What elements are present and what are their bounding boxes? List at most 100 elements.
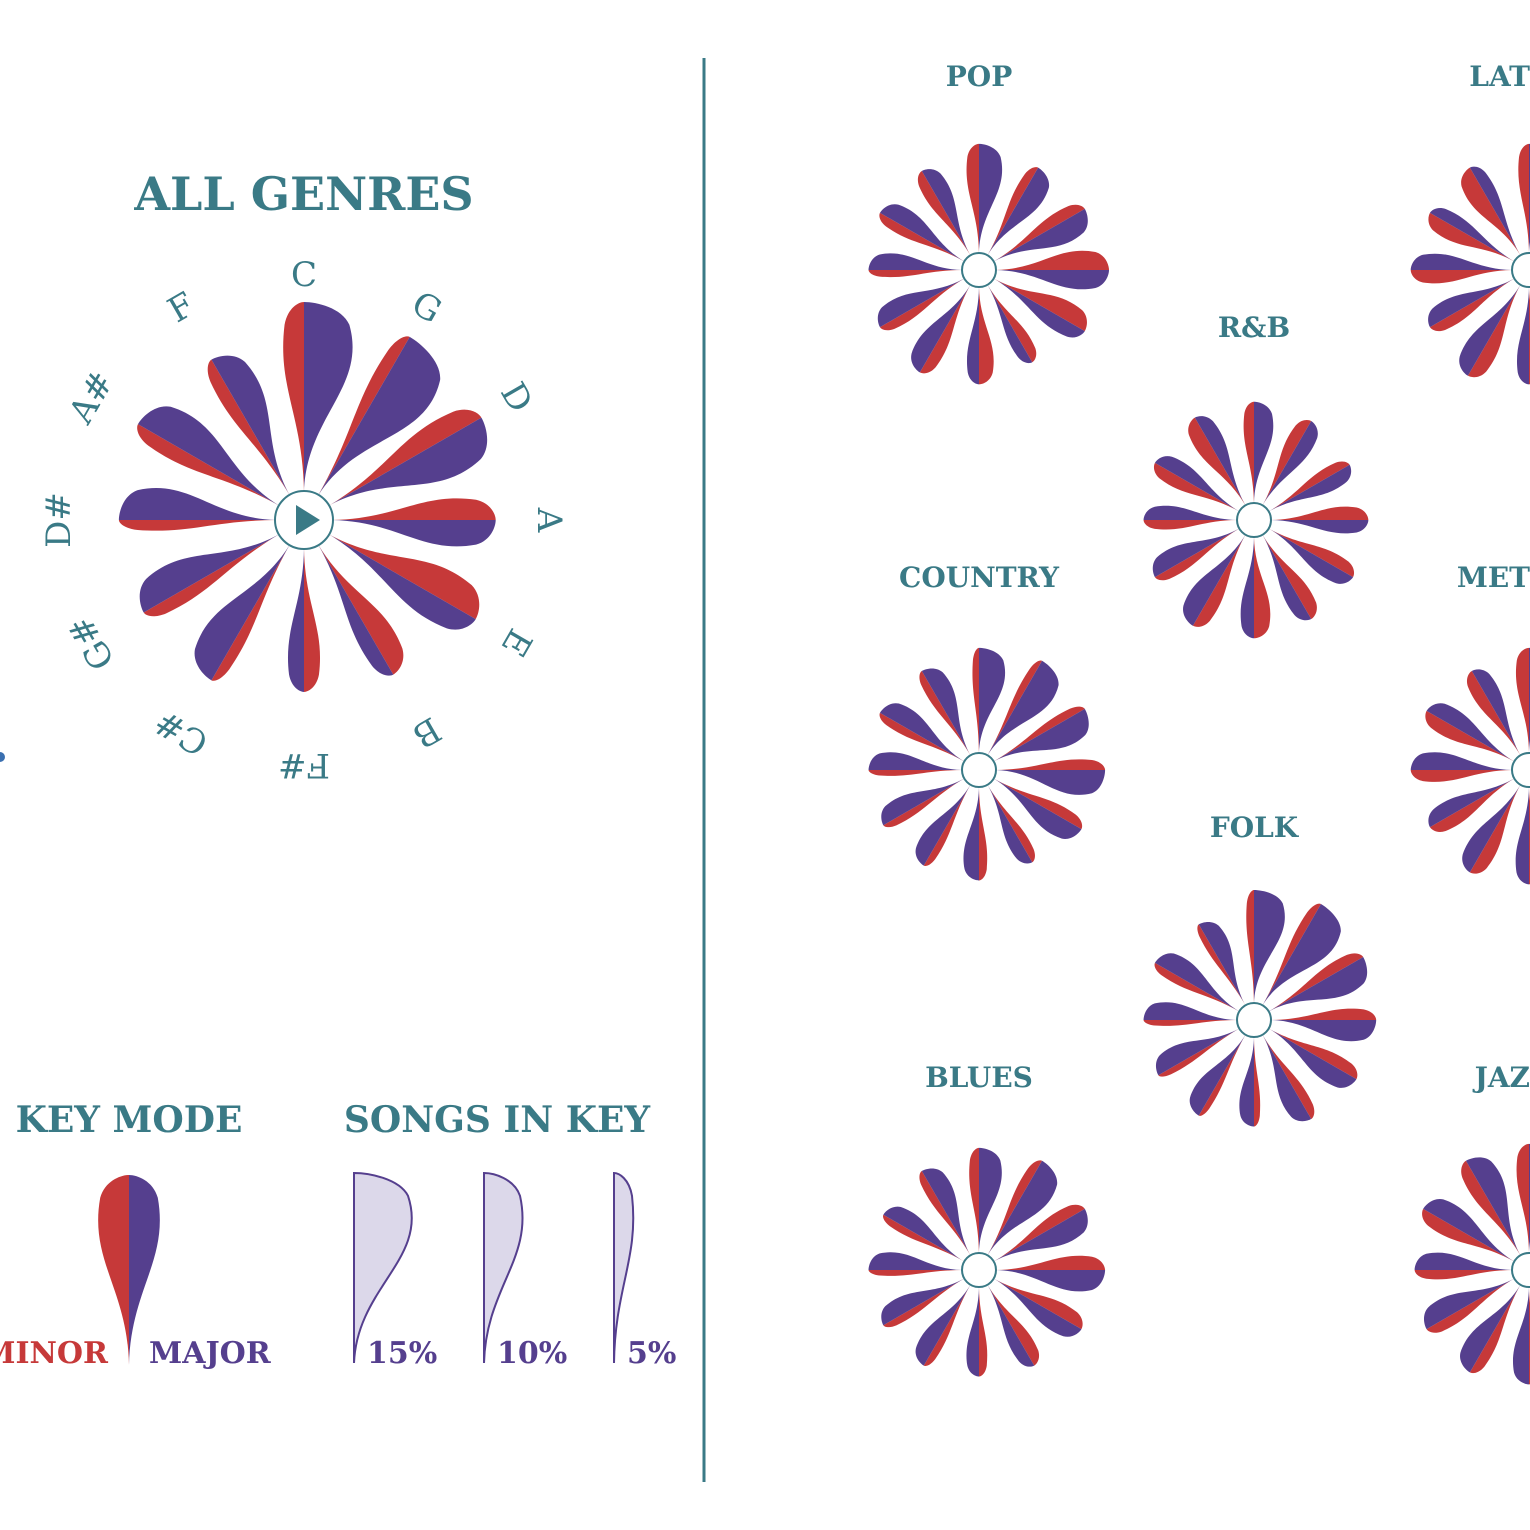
key-label-d-sharp: D# [39, 492, 79, 548]
genre-blues-petal-e [993, 1278, 1083, 1337]
genre-blues-petal-b-major [987, 1284, 1035, 1367]
genre-country-petal-a-sharp-minor [879, 712, 965, 762]
genre-folk-petal-g-major [1262, 904, 1341, 1006]
genre-rb-petal-c-sharp [1183, 534, 1246, 627]
genre-lat-flower [1410, 143, 1530, 385]
genre-met-petal-d-sharp [1410, 752, 1512, 782]
genre-jaz-petal-a-sharp [1422, 1199, 1515, 1262]
genre-rb-petal-b-minor [1262, 534, 1317, 620]
genre-blues-petal-a-major [996, 1270, 1106, 1292]
genre-title-rnb: R&B [1218, 311, 1290, 344]
genre-met-petal-g-sharp-major [1428, 778, 1515, 828]
genre-jaz-center [1511, 1252, 1530, 1288]
all-genres-petal-c-sharp-minor [211, 544, 290, 681]
genre-pop-petal-f-sharp [966, 287, 994, 385]
genre-lat-petal-f-minor [1461, 167, 1521, 256]
genre-rb-petal-f-major [1194, 416, 1246, 506]
genre-jaz-petal-f-sharp [1512, 1287, 1530, 1385]
genre-jaz-petal-f [1461, 1157, 1521, 1256]
genre-pop-petal-d-sharp-minor [868, 270, 962, 278]
genre-rb-petal-d-sharp-minor [1143, 520, 1237, 530]
genre-pop-petal-a-sharp-major [879, 204, 965, 262]
genre-country-petal-g-sharp-major [881, 778, 965, 826]
genre-country-petal-d-sharp [868, 752, 962, 776]
genre-folk-petal-a-sharp-minor [1154, 962, 1240, 1012]
genre-pop-petal-c-sharp-minor [919, 284, 971, 374]
genre-met-center [1511, 752, 1530, 788]
genre-pop-petal-f-minor [917, 170, 971, 256]
genre-country-petal-a-major [996, 770, 1106, 795]
genre-rb-center [1236, 502, 1272, 538]
genre-met-petal-c-sharp-minor [1469, 784, 1521, 874]
genre-lat-center [1511, 252, 1530, 288]
genre-folk-petal-b-minor [1262, 1034, 1315, 1120]
genre-met-petal-c-sharp-major [1462, 784, 1521, 873]
genre-folk-petal-d-sharp-major [1143, 1002, 1237, 1020]
genre-pop-petal-g-sharp-minor [879, 278, 965, 331]
genre-pop-petal-c-sharp [911, 284, 971, 374]
genre-rb-petal-d-sharp-major [1143, 505, 1237, 520]
genre-pop-petal-g-sharp [877, 278, 965, 331]
genre-country-petal-a [996, 759, 1106, 795]
genre-met-petal-c [1515, 647, 1530, 753]
genre-rb-petal-a-sharp [1153, 456, 1240, 512]
genre-pop-petal-e [993, 278, 1087, 338]
genre-met-petal-d-sharp-major [1410, 752, 1512, 770]
genre-country-petal-d-major [993, 708, 1089, 762]
genre-pop-petal-g-minor [987, 167, 1039, 256]
genre-pop-petal-g [987, 167, 1050, 256]
genre-jaz-petal-f-minor [1461, 1160, 1521, 1256]
genre-title-metal: MET [1457, 561, 1530, 594]
genre-rb-petal-f [1188, 416, 1246, 506]
genre-blues-petal-f-sharp [966, 1287, 988, 1377]
genre-blues-petal-d-sharp [868, 1252, 962, 1276]
all-genres-petal-f-sharp-minor [304, 548, 321, 692]
edge-marker-dot [0, 752, 5, 762]
genre-blues-flower [868, 1147, 1106, 1377]
genre-pop-petal-c-major [979, 143, 1003, 253]
genre-pop-petal-f-sharp-major [966, 287, 979, 385]
genre-met-petal-g-sharp-minor [1429, 778, 1515, 832]
genre-rb-petal-a [1271, 506, 1369, 534]
all-genres-petal-c-major [304, 302, 353, 492]
genre-country-petal-d-sharp-minor [868, 770, 962, 776]
genre-title-blues: BLUES [925, 1061, 1033, 1094]
genre-folk-petal-e-minor [1268, 1028, 1358, 1080]
genre-folk-petal-a-sharp-major [1154, 953, 1240, 1012]
genre-rb-petal-g-sharp-major [1152, 528, 1240, 578]
genre-blues-petal-d-major [993, 1208, 1088, 1262]
genre-country-petal-g-sharp-minor [883, 778, 965, 828]
size-legend-shape-10 [483, 1171, 524, 1364]
genre-rb-petal-b-major [1262, 534, 1312, 621]
all-genres-petal-g-major [318, 336, 441, 496]
genre-folk-petal-b [1262, 1034, 1315, 1122]
all-genres-petal-g-sharp [139, 534, 280, 617]
genre-country-flower [868, 647, 1106, 881]
genre-pop-petal-d-sharp [868, 253, 962, 278]
key-label-a-sharp: A# [61, 365, 123, 432]
all-genres-petal-f-major [211, 355, 290, 496]
genre-country-petal-c [972, 647, 1006, 753]
genre-folk-petal-e-major [1268, 1028, 1357, 1088]
genre-folk-petal-c-minor [1246, 890, 1254, 1003]
play-button[interactable] [274, 490, 334, 550]
all-genres-petal-g [318, 336, 441, 496]
genre-country-petal-e [993, 778, 1083, 839]
size-label-10: 10% [497, 1336, 567, 1371]
genre-blues-petal-f-minor [919, 1170, 971, 1256]
key-label-f: F [161, 285, 201, 331]
genre-met-flower [1410, 647, 1530, 885]
genre-country-petal-b [987, 784, 1035, 864]
genre-country-petal-g-major [987, 660, 1059, 756]
genre-folk-petal-a-minor [1271, 1008, 1377, 1020]
all-genres-petal-a-major [332, 520, 496, 547]
genre-lat-petal-g-sharp-minor [1429, 278, 1515, 332]
key-label-c: C [291, 255, 317, 295]
key-mode-legend-petal [98, 1175, 160, 1365]
all-genres-petal-e-major [328, 534, 476, 630]
major-label: MAJOR [149, 1336, 272, 1371]
genre-country-petal-f-major [921, 668, 971, 756]
play-icon[interactable] [296, 505, 320, 535]
genre-blues-petal-d-sharp-major [868, 1252, 962, 1270]
genre-blues-petal-d-sharp-minor [868, 1270, 962, 1276]
